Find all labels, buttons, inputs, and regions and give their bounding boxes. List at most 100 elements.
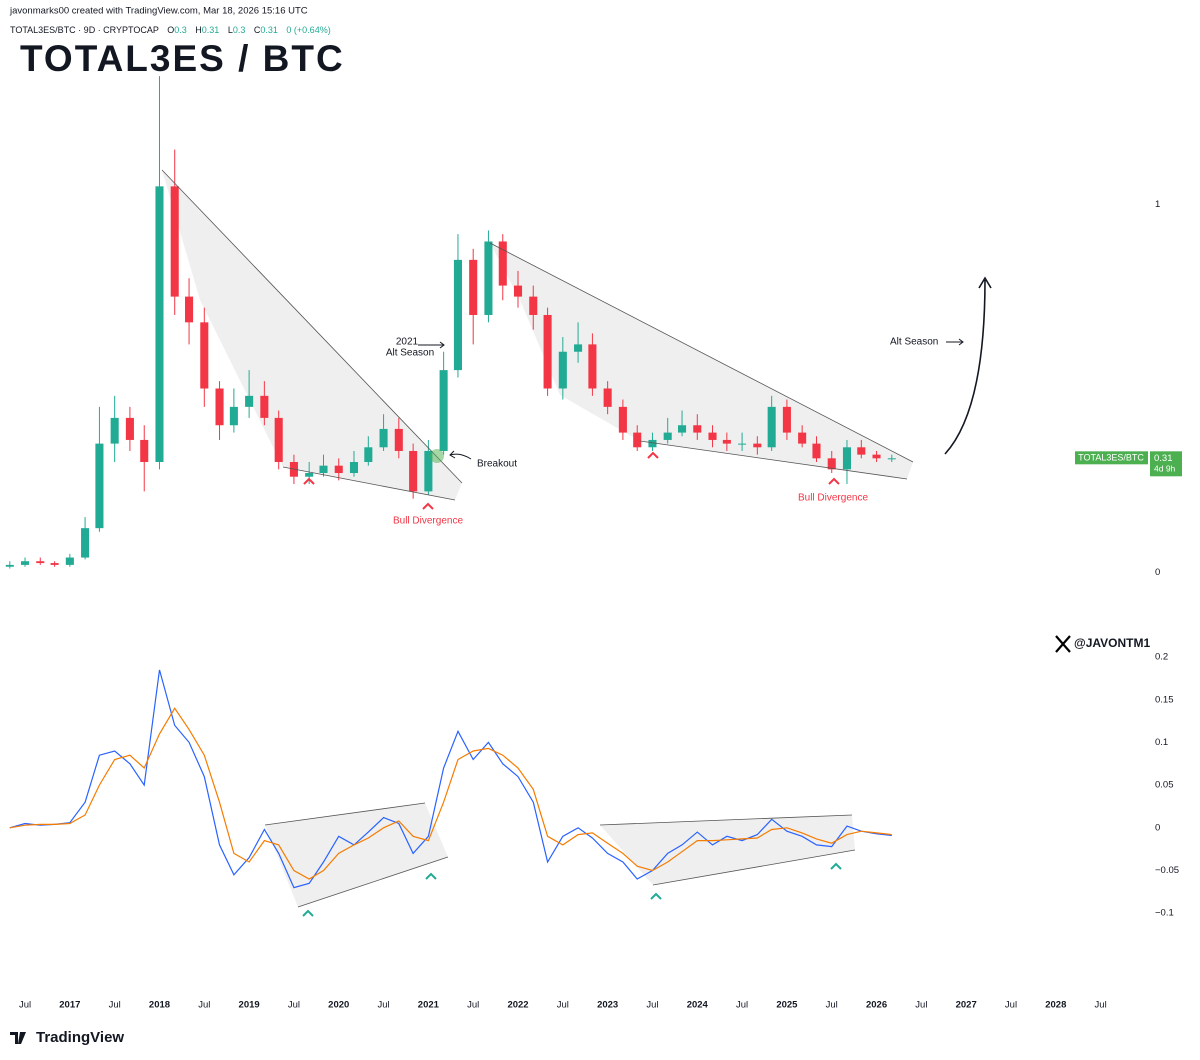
ohlc-value: 0.31 (260, 25, 278, 35)
candle-body (81, 528, 90, 558)
x-tick-label: Jul (646, 1000, 658, 1011)
candle-body (36, 561, 45, 564)
candle-body (648, 439, 657, 448)
candle-body (693, 425, 702, 433)
candle-body (469, 259, 478, 315)
candle-body (140, 439, 149, 462)
arrow (944, 276, 992, 455)
candle-body (753, 443, 762, 448)
caret (302, 909, 314, 917)
watermark: @JAVONTM1 (1055, 635, 1150, 653)
candle-body (857, 447, 866, 455)
candle-body (274, 417, 283, 462)
ohlc-key: O (167, 25, 174, 35)
candle-body (798, 432, 807, 444)
annotation: Bull Divergence (798, 493, 868, 504)
candle-body (812, 443, 821, 459)
x-tick-label: Jul (1095, 1000, 1107, 1011)
candle-body (663, 432, 672, 440)
tv-logo (10, 1032, 26, 1044)
candle-body (603, 388, 612, 407)
candle-body (245, 395, 254, 407)
annotation: Alt Season (386, 348, 434, 359)
ohlc-key: H (195, 25, 202, 35)
candle-body (738, 443, 747, 445)
x-tick-label: Jul (1005, 1000, 1017, 1011)
x-tick-label: 2023 (597, 1000, 618, 1011)
credit: javonmarks00 created with TradingView.co… (9, 6, 308, 17)
candle-body (782, 406, 791, 433)
candle-body (708, 432, 717, 440)
candle-body (618, 406, 627, 433)
arrow (946, 338, 964, 346)
candle-body (484, 241, 493, 315)
wedge-shade (162, 170, 462, 500)
trend-lines (161, 169, 914, 908)
arrows (418, 276, 992, 460)
candle-body (513, 285, 523, 297)
ohlc-legend: TOTAL3ES/BTC · 9D · CRYPTOCAP O0.3 H0.31… (10, 25, 331, 35)
price-tag-bg (1150, 451, 1182, 477)
x-tick-label: 2022 (507, 1000, 528, 1011)
y-tick-label: 0 (1155, 822, 1160, 833)
x-tick-label: Jul (736, 1000, 748, 1011)
price-tag-value: 0.31 (1154, 453, 1173, 464)
x-tick-label: 2021 (418, 1000, 440, 1011)
y-tick-label: 0.1 (1155, 737, 1168, 748)
x-tick-label: Jul (19, 1000, 31, 1011)
candle-body (498, 241, 507, 286)
candle-body (409, 450, 418, 492)
candle-body (453, 259, 462, 371)
candle-body (767, 406, 776, 448)
annotation: 2021 (396, 337, 419, 348)
caret (647, 451, 659, 459)
candle-body (260, 395, 269, 418)
candle-body (349, 461, 359, 474)
annotation: Breakout (477, 459, 517, 470)
x-tick-label: 2017 (59, 1000, 80, 1011)
x-tick-label: Jul (377, 1000, 389, 1011)
candle-body (543, 314, 552, 389)
handle: @JAVONTM1 (1074, 636, 1150, 650)
x-tick-label: Jul (109, 1000, 121, 1011)
candle-body (170, 186, 179, 297)
y-tick-label: −0.1 (1155, 908, 1174, 919)
candle-body (229, 406, 238, 426)
candle-body (155, 186, 164, 462)
breakout-marker (430, 449, 444, 463)
x-tick-label: Jul (288, 1000, 300, 1011)
trend-line (264, 802, 426, 826)
trend-line (652, 849, 856, 886)
candle-body (872, 454, 881, 459)
annotation: Bull Divergence (393, 516, 463, 527)
candle-body (588, 344, 597, 389)
x-tick-label: Jul (826, 1000, 838, 1011)
candle-body (574, 344, 583, 352)
indicator-line (9, 669, 892, 889)
candle-body (185, 296, 194, 323)
brand: TradingView (36, 1029, 124, 1046)
indicator-line (9, 707, 892, 880)
x-tick-label: 2025 (776, 1000, 798, 1011)
y-tick-label: 0 (1155, 567, 1160, 578)
arrow (449, 450, 472, 460)
candle-body (110, 417, 119, 444)
marks (5, 76, 896, 889)
candle-body (439, 370, 448, 451)
trend-line (282, 466, 456, 501)
candle-body (65, 557, 74, 565)
footer: TradingView (10, 1029, 124, 1046)
ohlc-key: L (228, 25, 233, 35)
candle-body (319, 465, 328, 474)
x-tick-label: 2026 (866, 1000, 887, 1011)
x-logo (1055, 635, 1071, 653)
price-tag-name: TOTAL3ES/BTC (1078, 453, 1144, 463)
candle-body (20, 561, 30, 565)
price-tag-bg (1075, 451, 1148, 465)
ohlc-value: 0.31 (202, 25, 220, 35)
candle-body (125, 417, 134, 440)
caret (830, 862, 842, 870)
candle-body (5, 564, 14, 567)
candle-body (334, 465, 343, 474)
